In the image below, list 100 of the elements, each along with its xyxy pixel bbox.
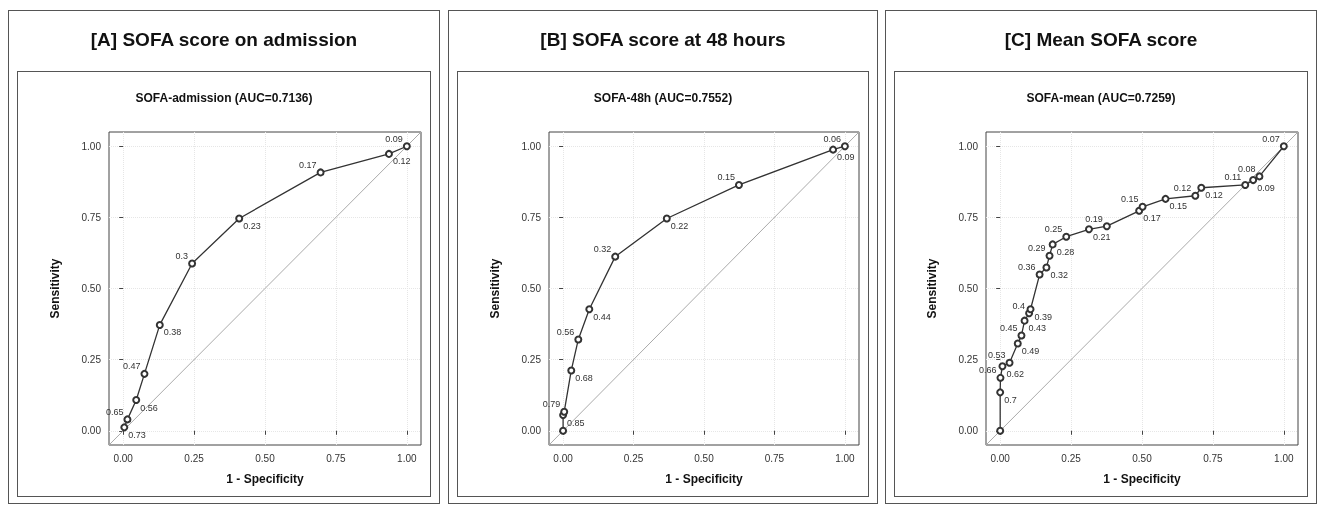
point [123,415,132,424]
y-tick-label: 0.25 [81,354,102,366]
annotation: 0.06 [823,133,841,144]
x-axis-title: 1 - Specificity [665,472,743,486]
point [1191,191,1200,200]
annotation: 0.17 [299,159,317,170]
annotation: 0.15 [1121,194,1139,205]
annotation: 0.56 [556,326,575,337]
x-axis-title: 1 - Specificity [1103,472,1181,486]
point [1013,339,1022,348]
annotation: 0.62 [1006,368,1024,379]
chart-subtitle: SOFA-48h (AUC=0.7552) [593,91,733,105]
point [1042,263,1051,272]
x-tick-label: 0.25 [1061,452,1082,464]
x-tick-label: 1.00 [397,452,417,464]
point [829,145,838,154]
point [840,142,849,151]
annotation: 0.12 [392,156,411,167]
point [1255,172,1264,181]
annotation: 0.47 [122,361,141,372]
annotation: 0.49 [1021,345,1040,356]
point [1048,240,1057,249]
x-tick-label: 0.00 [113,452,134,464]
y-tick-label: 0.50 [521,283,542,294]
point [384,149,393,158]
y-tick-label: 0.25 [958,354,979,366]
annotation: 0.45 [999,322,1018,333]
x-tick-label: 0.25 [623,452,644,464]
annotation: 0.3 [175,250,189,261]
annotation: 0.09 [837,152,855,163]
point [140,369,149,378]
annotation: 0.28 [1056,246,1075,257]
y-tick-label: 0.75 [81,211,102,223]
annotation: 0.65 [105,406,124,417]
chart-title: [C] Mean SOFA score [1004,29,1198,50]
y-tick-label: 0.50 [81,283,102,294]
x-tick-label: 0.00 [990,452,1011,464]
point [1017,331,1026,340]
y-tick-label: 0.75 [958,211,979,223]
point [1138,202,1147,211]
point [316,168,325,177]
x-tick-label: 0.25 [184,452,205,464]
point [1279,142,1288,151]
x-tick-label: 0.50 [255,452,276,464]
annotation: 0.73 [128,429,146,440]
x-tick-label: 0.50 [1132,452,1153,464]
annotation: 0.32 [1050,269,1068,280]
point [559,426,568,435]
point [132,396,141,405]
point [574,335,583,344]
x-tick-label: 0.75 [326,452,347,464]
point [1249,176,1258,185]
point [1026,305,1035,314]
annotation: 0.39 [1034,311,1053,322]
annotation: 0.44 [593,311,611,322]
y-tick-label: 0.25 [521,354,542,366]
annotation: 0.12 [1173,183,1192,194]
y-axis-title: Sensitivity [48,258,62,319]
point [1161,194,1170,203]
annotation: 0.07 [1262,133,1280,144]
y-tick-label: 0.00 [81,425,102,437]
annotation: 0.36 [1018,262,1036,273]
point [1197,183,1206,192]
y-tick-label: 1.00 [521,140,542,152]
annotation: 0.12 [1205,190,1223,201]
annotation: 0.32 [593,244,612,255]
annotation: 0.09 [385,133,403,144]
annotation: 0.17 [1143,213,1161,224]
chart-subtitle: SOFA-admission (AUC=0.7136) [135,91,313,105]
x-tick-label: 1.00 [1274,452,1294,464]
point [611,252,620,261]
point [1084,225,1093,234]
annotation: 0.21 [1092,231,1111,242]
chart-title: [A] SOFA score on admission [90,29,358,50]
annotation: 0.85 [567,417,585,428]
annotation: 0.08 [1237,163,1256,174]
annotation: 0.11 [1224,172,1242,183]
x-tick-label: 0.75 [1203,452,1224,464]
x-tick-label: 1.00 [835,452,856,464]
annotation: 0.38 [163,327,182,338]
point [560,407,569,416]
chart-subtitle: SOFA-mean (AUC=0.7259) [1026,91,1176,105]
point [1241,180,1250,189]
point [188,259,197,268]
annotation: 0.56 [140,402,158,413]
y-tick-label: 0.75 [521,211,542,223]
annotation: 0.29 [1028,243,1046,254]
point [1062,232,1071,241]
annotation: 0.23 [243,221,261,231]
annotation: 0.19 [1085,213,1103,224]
annotation: 0.66 [978,365,997,376]
x-axis-title: 1 - Specificity [226,472,304,486]
point [585,305,594,314]
point [402,142,411,151]
point [155,320,164,329]
point [1045,251,1054,260]
annotation: 0.15 [717,172,735,183]
x-tick-label: 0.75 [764,452,785,464]
point [1102,222,1111,231]
y-tick-label: 1.00 [958,140,979,152]
